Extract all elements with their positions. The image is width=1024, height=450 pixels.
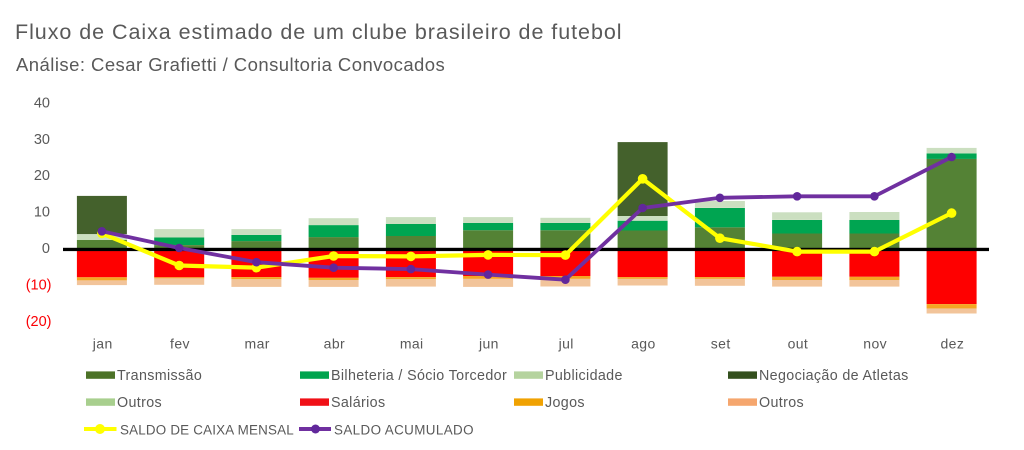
svg-text:40: 40	[34, 95, 50, 111]
svg-text:jul: jul	[558, 336, 574, 352]
svg-text:nov: nov	[863, 336, 887, 352]
svg-text:out: out	[788, 336, 809, 352]
svg-text:Jogos: Jogos	[545, 395, 585, 411]
svg-text:0: 0	[42, 241, 50, 257]
svg-text:Negociação de Atletas: Negociação de Atletas	[759, 368, 909, 384]
svg-text:Outros: Outros	[759, 395, 804, 411]
svg-text:jun: jun	[478, 336, 499, 352]
svg-text:20: 20	[34, 168, 50, 184]
svg-text:dez: dez	[941, 336, 965, 352]
svg-text:SALDO DE CAIXA MENSAL: SALDO DE CAIXA MENSAL	[120, 423, 294, 438]
svg-text:(10): (10)	[26, 277, 52, 293]
svg-text:30: 30	[34, 132, 50, 148]
svg-text:ago: ago	[631, 336, 656, 352]
svg-text:mai: mai	[400, 336, 424, 352]
svg-text:fev: fev	[170, 336, 190, 352]
svg-text:SALDO ACUMULADO: SALDO ACUMULADO	[334, 423, 474, 438]
svg-text:abr: abr	[324, 336, 345, 352]
svg-text:set: set	[711, 336, 731, 352]
svg-text:jan: jan	[92, 336, 113, 352]
svg-text:mar: mar	[245, 336, 270, 352]
svg-text:Transmissão: Transmissão	[117, 368, 202, 384]
svg-text:Bilheteria / Sócio Torcedor: Bilheteria / Sócio Torcedor	[331, 368, 507, 384]
svg-text:(20): (20)	[26, 314, 52, 330]
svg-text:Salários: Salários	[331, 395, 385, 411]
svg-text:Outros: Outros	[117, 395, 162, 411]
svg-text:10: 10	[34, 205, 50, 221]
svg-text:Publicidade: Publicidade	[545, 368, 623, 384]
